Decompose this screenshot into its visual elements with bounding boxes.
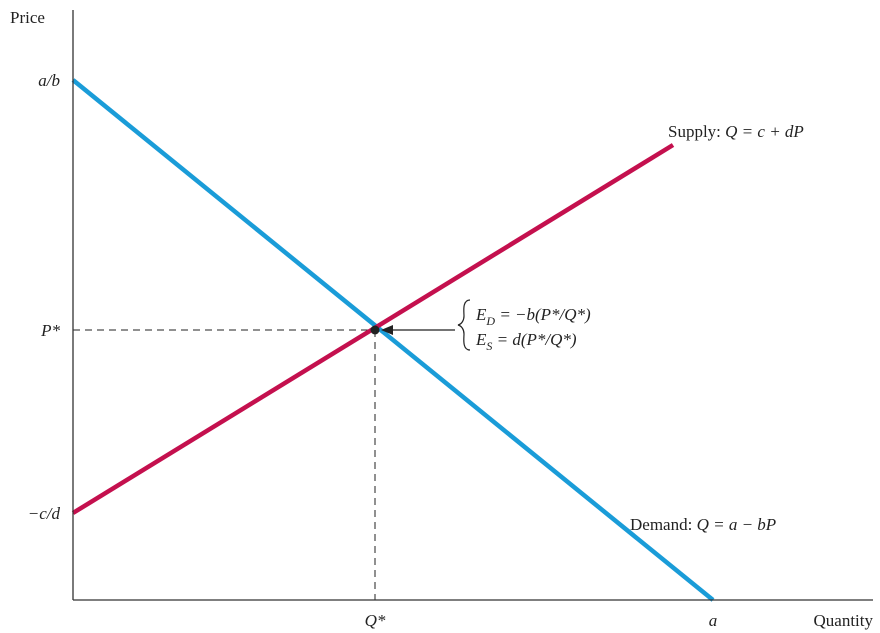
labels: Price Quantity Demand: Q = a − bP Supply: Q…	[10, 8, 873, 630]
elasticity-supply-formula: ES = d(P*/Q*)	[475, 330, 577, 353]
demand-label: Demand: Q = a − bP	[630, 515, 776, 534]
y-tick-label-1: P*	[40, 321, 60, 340]
axes	[72, 10, 873, 601]
x-tick-label-0: Q*	[365, 611, 386, 630]
y-axis-label: Price	[10, 8, 45, 27]
arrow-head	[381, 325, 393, 335]
supply-label: Supply: Q = c + dP	[668, 122, 804, 141]
x-tick-label-1: a	[709, 611, 718, 630]
equilibrium-point	[370, 325, 380, 335]
curves	[71, 78, 715, 602]
ticks: a/b P* −c/d Q* a	[28, 71, 718, 630]
x-axis-label: Quantity	[814, 611, 874, 630]
annotation: ED = −b(P*/Q*)ES = d(P*/Q*)	[381, 299, 591, 353]
y-tick-label-2: −c/d	[28, 504, 61, 523]
y-tick-label-0: a/b	[38, 71, 60, 90]
demand-curve	[71, 78, 715, 602]
elasticity-demand-formula: ED = −b(P*/Q*)	[475, 305, 591, 328]
annotation-brace	[457, 299, 471, 351]
guides	[73, 329, 376, 600]
